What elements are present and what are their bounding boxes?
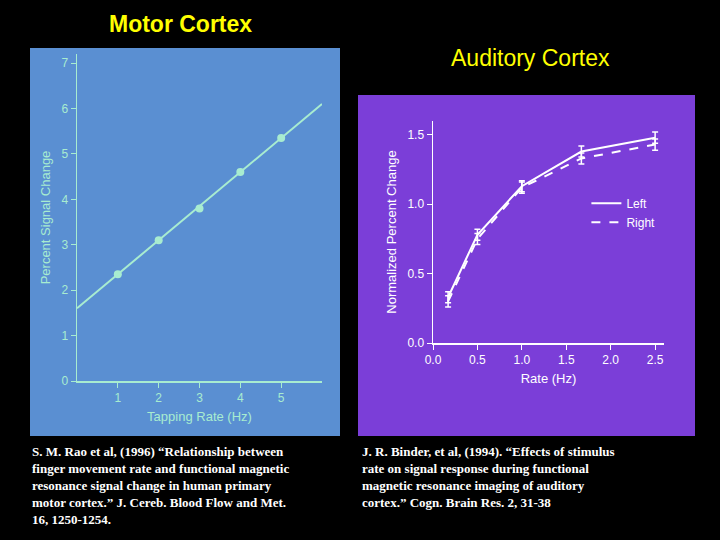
svg-text:Right: Right	[626, 216, 655, 230]
svg-text:Tapping Rate (Hz): Tapping Rate (Hz)	[147, 409, 252, 424]
svg-text:3: 3	[61, 238, 68, 252]
svg-text:0.5: 0.5	[469, 353, 486, 367]
svg-text:6: 6	[61, 102, 68, 116]
svg-text:J. R. Binder, et al, (1994). “: J. R. Binder, et al, (1994). “Effects of…	[362, 444, 615, 510]
svg-text:5: 5	[278, 391, 285, 405]
svg-text:0.5: 0.5	[407, 267, 424, 281]
svg-text:Motor Cortex: Motor Cortex	[109, 11, 252, 37]
svg-text:2.5: 2.5	[647, 353, 664, 367]
svg-text:0.0: 0.0	[407, 336, 424, 350]
svg-text:1.5: 1.5	[558, 353, 575, 367]
svg-text:1: 1	[61, 329, 68, 343]
svg-text:7: 7	[61, 56, 68, 70]
svg-text:Normalized Percent Change: Normalized Percent Change	[384, 150, 399, 313]
svg-text:2: 2	[61, 283, 68, 297]
svg-text:2: 2	[155, 391, 162, 405]
svg-text:0.0: 0.0	[425, 353, 442, 367]
svg-text:S. M. Rao et al, (1996) “Relat: S. M. Rao et al, (1996) “Relationship be…	[32, 444, 289, 527]
svg-text:4: 4	[61, 193, 68, 207]
svg-text:0: 0	[61, 374, 68, 388]
svg-text:Left: Left	[626, 197, 647, 211]
svg-text:1.5: 1.5	[407, 128, 424, 142]
svg-text:Auditory Cortex: Auditory Cortex	[451, 45, 610, 71]
svg-text:1: 1	[114, 391, 121, 405]
svg-text:1.0: 1.0	[514, 353, 531, 367]
svg-text:Percent Signal Change: Percent Signal Change	[38, 151, 53, 285]
svg-text:4: 4	[237, 391, 244, 405]
svg-text:3: 3	[196, 391, 203, 405]
svg-text:Rate (Hz): Rate (Hz)	[521, 371, 577, 386]
svg-text:5: 5	[61, 147, 68, 161]
svg-text:2.0: 2.0	[602, 353, 619, 367]
svg-text:1.0: 1.0	[407, 197, 424, 211]
